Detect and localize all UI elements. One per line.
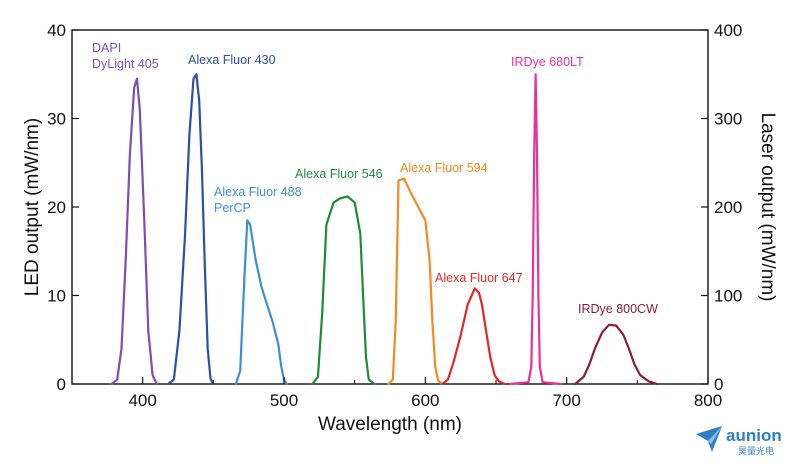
paper-plane-icon [696, 426, 722, 452]
logo-name: aunion [726, 426, 782, 445]
y-tick-label: 30 [47, 110, 66, 129]
series-line-alexa-fluor-647 [441, 287, 506, 386]
series-line-alexa-fluor-488 [234, 219, 288, 386]
series-line-alexa-fluor-594 [387, 177, 444, 386]
series-line-alexa-fluor-546 [311, 195, 376, 386]
series-line-dapi [110, 77, 158, 386]
series-label-alexa-fluor-594: Alexa Fluor 594 [400, 161, 488, 175]
plot-frame [71, 29, 709, 385]
x-tick-label: 700 [552, 391, 580, 410]
y-tick-label: 0 [57, 375, 66, 394]
y-tick-label: 20 [47, 198, 66, 217]
logo-subtitle: 昊量光电 [738, 445, 774, 456]
series-layer [110, 73, 659, 386]
series-label-alexa-fluor-488: Alexa Fluor 488 PerCP [214, 185, 302, 215]
series-line-alexa-fluor-430 [167, 73, 215, 386]
series-label-alexa-fluor-647: Alexa Fluor 647 [435, 271, 523, 285]
y2-tick-label: 400 [714, 21, 742, 40]
series-label-dapi: DAPI DyLight 405 [92, 41, 159, 71]
series-line-irdye-800cw [573, 323, 659, 386]
series-line-irdye-680lt [509, 73, 563, 386]
y-axis-title: LED output (mW/nm) [22, 118, 43, 296]
y-tick-label: 40 [47, 21, 66, 40]
x-axis-title: Wavelength (nm) [318, 414, 462, 435]
series-label-irdye-800cw: IRDye 800CW [578, 302, 658, 316]
y-tick-label: 10 [47, 287, 66, 306]
y2-tick-label: 200 [714, 198, 742, 217]
series-label-irdye-680lt: IRDye 680LT [511, 55, 584, 69]
series-labels: DAPI DyLight 405 Alexa Fluor 430 Alexa Fluo… [92, 41, 658, 316]
y2-axis-title: Laser output (mW/nm) [757, 113, 778, 302]
x-tick-label: 800 [694, 391, 722, 410]
series-label-alexa-fluor-430: Alexa Fluor 430 [188, 53, 276, 67]
x-tick-label: 600 [411, 391, 439, 410]
y2-tick-label: 0 [714, 375, 723, 394]
series-label-alexa-fluor-546: Alexa Fluor 546 [295, 167, 383, 181]
aunion-logo: aunion 昊量光电 [696, 426, 782, 456]
x-tick-label: 500 [270, 391, 298, 410]
x-tick-label: 400 [128, 391, 156, 410]
y2-tick-label: 300 [714, 110, 742, 129]
y2-tick-label: 100 [714, 287, 742, 306]
